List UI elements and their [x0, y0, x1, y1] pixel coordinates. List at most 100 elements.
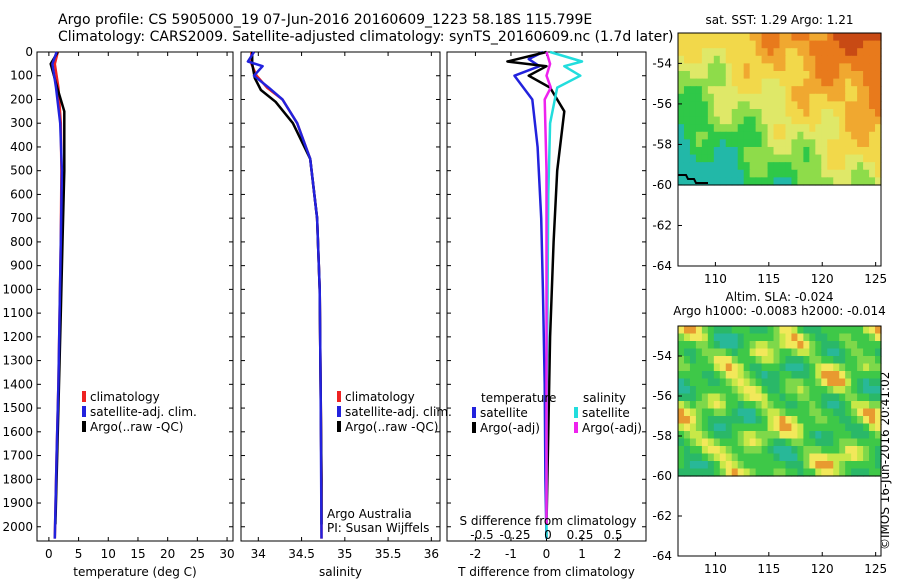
sla-map-cell: [701, 423, 709, 432]
sla-map-cell: [833, 356, 840, 365]
sst-map-cell: [678, 48, 685, 57]
sla-map-cell: [827, 431, 834, 440]
sst-map-cell: [773, 139, 781, 148]
sst-map-cell: [755, 70, 763, 80]
sla-map-cell: [869, 363, 876, 372]
sst-map-cell: [701, 154, 709, 163]
sla-map-cell: [743, 408, 751, 417]
sla-map-cell: [857, 348, 864, 357]
ytick-label: 700: [10, 211, 33, 225]
sst-map-cell: [875, 139, 882, 148]
sst-map-cell: [713, 86, 721, 95]
sst-map-cell: [737, 169, 745, 178]
sst-map-cell: [845, 63, 852, 72]
sla-map-cell: [791, 363, 799, 372]
sst-map-cell: [695, 116, 703, 125]
sla-map-cell: [695, 356, 703, 365]
sst-map-cell: [815, 108, 822, 118]
sst-map-cell: [797, 48, 804, 57]
sla-map-cell: [773, 348, 781, 357]
ytick-label: 1500: [2, 401, 33, 415]
sla-map-cell: [731, 378, 739, 387]
ytick-label: 1300: [2, 354, 33, 368]
sst-map-cell: [701, 48, 709, 57]
sst-map-cell: [839, 124, 846, 133]
sla-map-cell: [791, 371, 799, 380]
sst-map-cell: [785, 177, 793, 186]
sla-map-cell: [821, 348, 828, 357]
sst-map-cell: [713, 40, 721, 49]
sst-map-cell: [707, 33, 715, 42]
sst-map-cell: [701, 33, 709, 42]
sla-map-cell: [779, 393, 787, 402]
sla-map-cell: [701, 408, 709, 417]
sst-map-cell: [827, 116, 834, 125]
sst-map-cell: [803, 40, 810, 49]
sst-map-cell: [839, 55, 846, 64]
sla-map-cell: [695, 371, 703, 380]
sst-map-cell: [821, 40, 828, 49]
sst-map-cell: [803, 154, 810, 163]
sla-map-cell: [845, 468, 852, 477]
sla-map-cell: [737, 348, 745, 357]
sst-map-cell: [779, 70, 787, 80]
salinity-annotation-line2: PI: Susan Wijffels: [327, 521, 429, 535]
sst-map-ytick-label: -64: [652, 259, 672, 273]
sst-map-cell: [743, 124, 751, 133]
sst-map-cell: [833, 101, 840, 110]
sst-map-cell: [839, 146, 846, 156]
sla-map-cell: [755, 393, 763, 402]
sla-map-cell: [719, 386, 727, 395]
sst-map-cell: [773, 154, 781, 163]
sla-map-cell: [845, 416, 852, 425]
sst-map-cell: [695, 177, 703, 186]
sla-map-cell: [678, 393, 685, 402]
sla-map-cell: [857, 468, 864, 477]
sla-map-cell: [719, 431, 727, 440]
sst-map-cell: [845, 40, 852, 49]
sla-map-cell: [761, 386, 769, 395]
sst-map-cell: [761, 177, 769, 186]
sla-map-cell: [767, 401, 775, 410]
sst-map-cell: [707, 131, 715, 140]
sla-map-cell: [833, 423, 840, 432]
sst-map-cell: [875, 63, 882, 72]
sst-map-cell: [875, 33, 882, 42]
sla-map-cell: [821, 453, 828, 462]
sla-map-cell: [791, 348, 799, 357]
sst-map-cell: [755, 78, 763, 87]
sst-map-cell: [851, 116, 858, 125]
sla-map-cell: [701, 333, 709, 342]
sla-map-cell: [701, 393, 709, 402]
sst-map-cell: [863, 131, 870, 140]
sst-map-cell: [678, 116, 685, 125]
sst-map-cell: [815, 48, 822, 57]
ytick-label: 200: [10, 92, 33, 106]
sla-map-cell: [833, 378, 840, 387]
sla-map-cell: [863, 401, 870, 410]
sla-map-cell: [875, 363, 882, 372]
sla-map-cell: [839, 423, 846, 432]
sst-map-cell: [695, 86, 703, 95]
sla-map-cell: [827, 401, 834, 410]
sst-map-cell: [719, 63, 727, 72]
sst-map-cell: [695, 63, 703, 72]
sst-map-cell: [839, 108, 846, 118]
sla-map-cell: [839, 356, 846, 365]
sst-map-cell: [839, 139, 846, 148]
sst-map-cell: [833, 131, 840, 140]
sla-map-cell: [755, 431, 763, 440]
sla-map-cell: [863, 386, 870, 395]
sla-map-cell: [833, 348, 840, 357]
sla-map-cell: [791, 453, 799, 462]
sla-map-cell: [809, 431, 816, 440]
sst-map-frame: [677, 32, 882, 267]
temperature-legend-swatch: [82, 391, 86, 402]
sst-map-cell: [857, 116, 864, 125]
sst-map-cell: [707, 93, 715, 102]
sla-map-cell: [725, 468, 733, 477]
sst-map-cell: [761, 40, 769, 49]
sst-map-cell: [689, 131, 697, 140]
sla-map-cell: [737, 401, 745, 410]
sla-map-cell: [803, 453, 810, 462]
